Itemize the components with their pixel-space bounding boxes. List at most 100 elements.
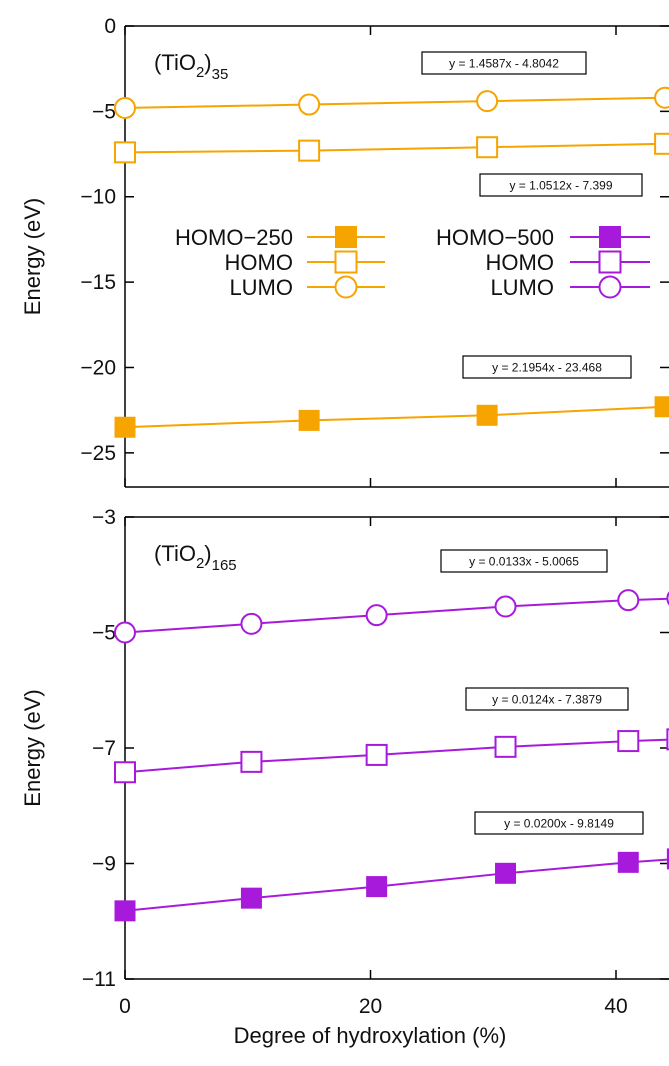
data-point [654,132,669,155]
data-point [298,93,321,116]
series-2 [114,132,669,164]
y-tick-label: −5 [92,622,116,645]
data-point [114,141,136,164]
data-point [617,730,640,753]
x-tick-label: 20 [359,995,382,1018]
legend-label: HOMO [225,250,293,275]
data-point [495,862,517,884]
panel-label-subscript: 165 [212,557,237,574]
data-point [666,728,669,751]
data-point [365,743,388,766]
data-point [240,750,263,773]
y-axis-title: Energy (eV) [20,689,45,806]
equation-annotation: y = 2.1954x - 23.468 [462,355,632,379]
equation-text: y = 1.4587x - 4.8042 [449,57,559,71]
y-tick-label: −10 [80,186,116,209]
y-tick-label: −7 [92,737,116,760]
panel-label-close: ) [204,541,211,566]
equation-text: y = 2.1954x - 23.468 [492,361,602,375]
legend-label: LUMO [229,275,293,300]
y-tick-label: −15 [80,271,116,294]
panel-label-base: (TiO [154,50,196,75]
legend-marker [598,250,622,274]
legend-marker [334,250,358,274]
series-1 [114,396,669,438]
legend-label: LUMO [490,275,554,300]
data-point [666,848,669,870]
y-tick-label: −5 [92,100,116,123]
panel-label-sub: 2 [196,64,204,81]
series-1 [114,848,669,922]
legend-label: HOMO−500 [436,225,554,250]
y-tick-label: 0 [104,15,116,38]
legend-marker [599,226,621,248]
data-point [366,876,388,898]
data-point [240,887,262,909]
data-point [114,416,136,438]
y-tick-label: −20 [80,356,116,379]
data-point [476,90,499,113]
legend-label: HOMO−250 [175,225,293,250]
series-line [124,858,669,912]
data-point [114,96,136,119]
data-point [240,612,263,635]
equation-annotation: y = 0.0133x - 5.0065 [440,549,608,573]
data-point [494,735,517,758]
legend-label: HOMO [486,250,554,275]
chart-panel-2: −3 −5 −7 −9 −110 20 40 Energy (eV) Degree of hyd… [20,506,669,1048]
equation-annotation: y = 1.0512x - 7.399 [479,173,643,197]
panel-label: (TiO2)165 [154,541,237,574]
data-point [476,404,498,426]
data-point [114,761,136,784]
x-axis-title: Degree of hydroxylation (%) [234,1023,507,1048]
data-point [298,409,320,431]
data-point [114,621,136,644]
data-point [654,396,669,418]
series-line [124,405,666,429]
equation-annotation: y = 1.4587x - 4.8042 [421,51,587,75]
series-line [124,96,666,109]
equation-box [474,811,644,835]
legend-marker [598,275,622,299]
equation-box [440,549,608,573]
equation-text: y = 0.0124x - 7.3879 [492,693,602,707]
data-point [365,604,388,627]
x-tick-label: 0 [119,995,131,1018]
equation-annotation: y = 0.0200x - 9.8149 [474,811,644,835]
series-3 [114,86,669,119]
chart-panel-1: 0 −5 −10 −15 −20 −25 Energy (eV) (TiO2)35 y = 1.… [20,15,669,488]
panel-label-sub: 2 [196,555,204,572]
panel-label-close: ) [204,50,211,75]
equation-text: y = 0.0133x - 5.0065 [469,555,579,569]
data-point [476,136,499,159]
equation-annotation: y = 0.0124x - 7.3879 [465,687,629,711]
y-tick-label: −3 [92,506,116,529]
series-3 [114,589,669,644]
equation-text: y = 1.0512x - 7.399 [509,179,612,193]
equation-box [465,687,629,711]
series-2 [114,728,669,784]
legend-marker [334,275,358,299]
data-point [617,851,639,873]
equation-box [421,51,587,75]
x-tick-label: 40 [604,995,627,1018]
equation-box [462,355,632,379]
y-tick-label: −25 [80,442,116,465]
y-axis-title: Energy (eV) [20,198,45,315]
data-point [298,139,321,162]
data-point [114,900,136,922]
data-point [654,86,669,109]
panel-label: (TiO2)35 [154,50,228,83]
y-tick-label: −11 [82,968,116,991]
data-point [617,589,640,612]
equation-text: y = 0.0200x - 9.8149 [504,817,614,831]
equation-box [479,173,643,197]
legend-marker [335,226,357,248]
series-line [124,597,669,634]
data-point [494,595,517,618]
y-tick-label: −9 [92,853,116,876]
series-line [124,738,669,774]
series-line [124,142,666,154]
